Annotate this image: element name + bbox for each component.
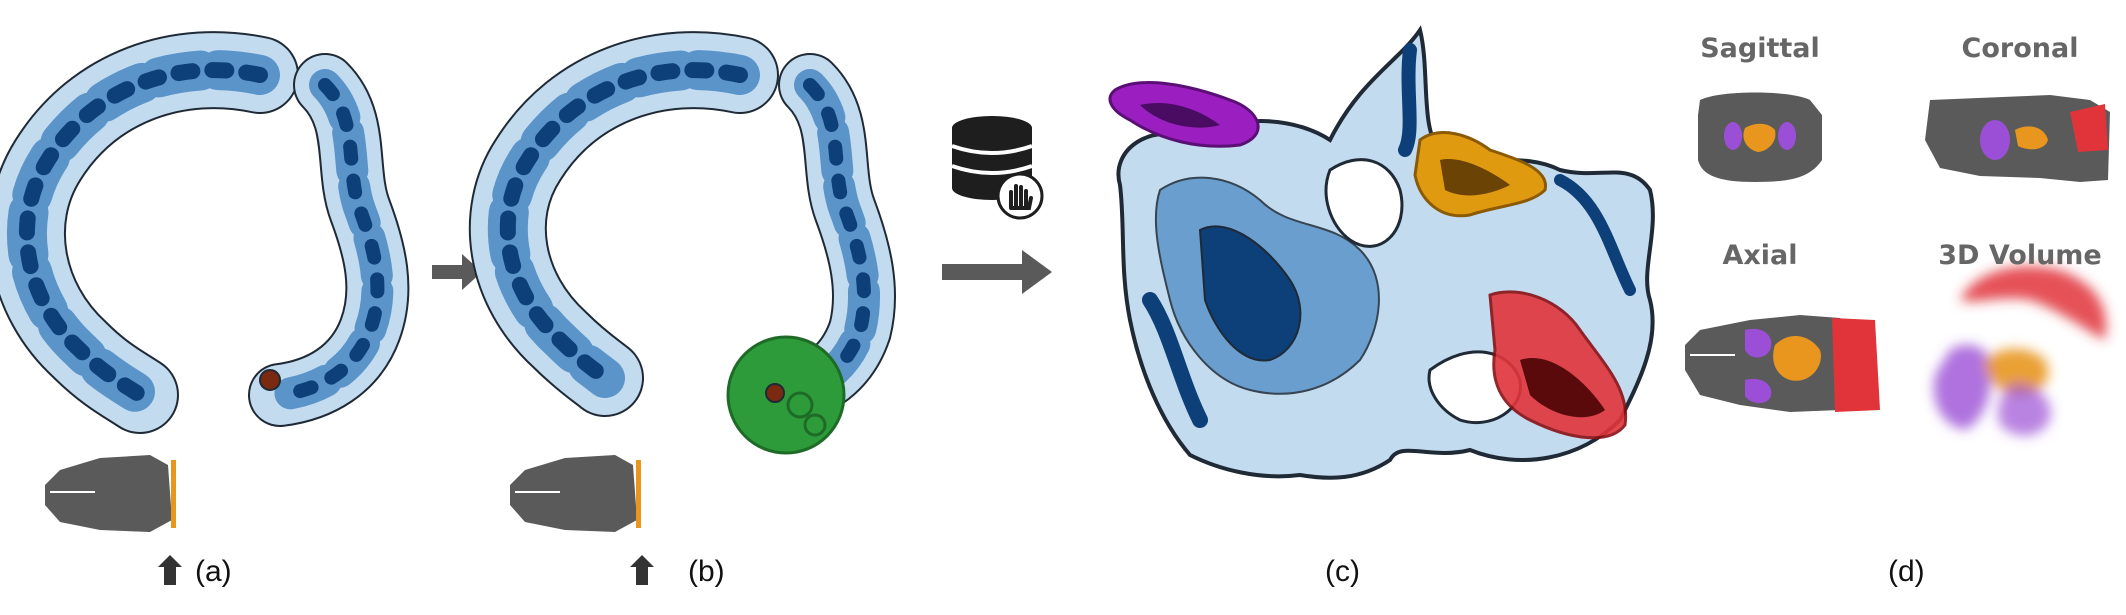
density-hole (1324, 158, 1404, 248)
slice-marker-a (171, 460, 176, 528)
slice-marker-b (636, 460, 641, 528)
density-core-region (1198, 225, 1302, 362)
axial-view (1685, 315, 1880, 412)
density-arc-b (468, 31, 896, 422)
sagittal-view (1698, 92, 1822, 182)
sagittal-title: Sagittal (1700, 33, 1820, 64)
brain-thumbnail-b (510, 455, 641, 532)
panel-label-a: (a) (195, 555, 232, 588)
3d-volume-title: 3D Volume (1938, 240, 2102, 271)
panel-label-b: (b) (688, 555, 725, 588)
coronal-view (1925, 95, 2110, 182)
panel-d-anatomical-views (1685, 92, 2110, 436)
density-arc-a (0, 31, 410, 434)
hand-icon (996, 172, 1044, 220)
3d-volume-view (1933, 266, 2107, 436)
axial-title: Axial (1722, 240, 1798, 271)
arrow-up-icon (158, 555, 182, 585)
panel-label-d: (d) (1888, 555, 1925, 588)
seed-point-b (765, 383, 785, 403)
brain-thumbnail-a (45, 455, 176, 532)
selection-circle (726, 335, 846, 455)
arrow-right-icon (942, 250, 1052, 294)
panel-c-density-map (1108, 25, 1655, 480)
panel-label-c: (c) (1325, 555, 1360, 588)
arrow-right-icon (432, 254, 482, 290)
seed-point-a (259, 369, 281, 391)
arrow-up-icon (630, 555, 654, 585)
panel-b-section-map (468, 31, 896, 585)
coronal-title: Coronal (1961, 33, 2079, 64)
panel-a-section-map (0, 31, 410, 585)
